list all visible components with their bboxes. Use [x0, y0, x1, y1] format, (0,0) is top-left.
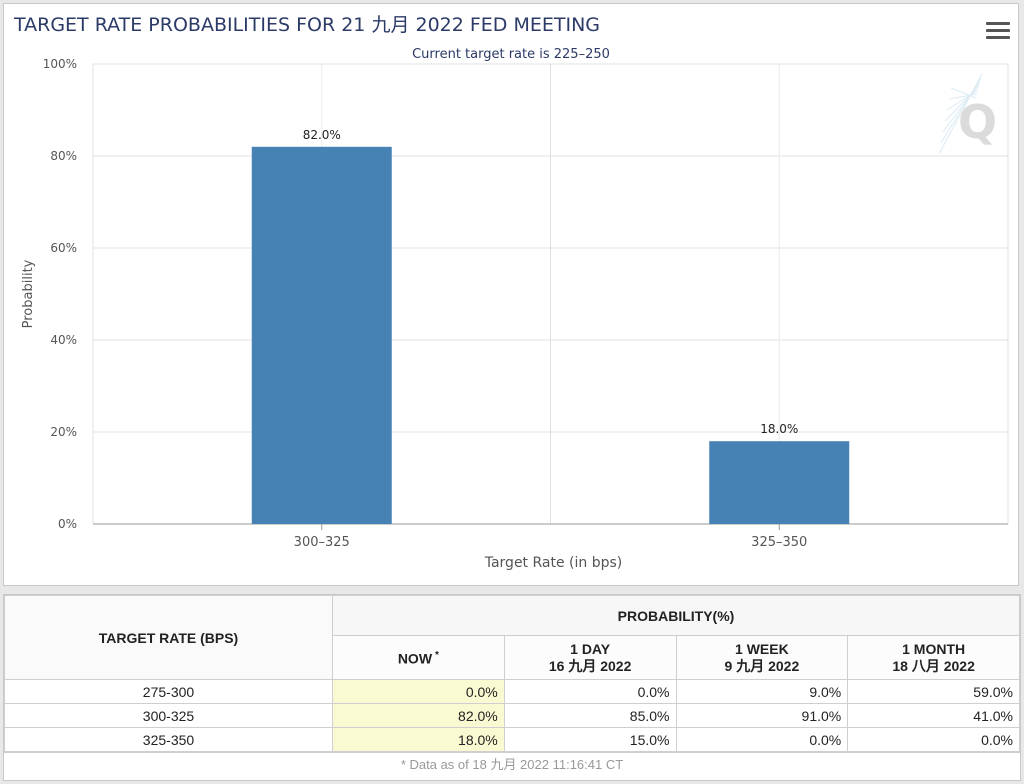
bar-chart: TARGET RATE PROBABILITIES FOR 21 九月 2022… [13, 14, 1009, 571]
chart-title: TARGET RATE PROBABILITIES FOR 21 九月 2022… [13, 14, 600, 36]
y-axis-title: Probability [21, 259, 36, 328]
probability-table-panel: TARGET RATE (BPS) PROBABILITY(%) NOW * 1 … [3, 594, 1021, 781]
week-cell: 9.0% [675, 679, 849, 704]
target-rate-header: TARGET RATE (BPS) [4, 595, 333, 680]
now-cell: 18.0% [332, 727, 505, 752]
bar-data-label: 18.0% [760, 422, 798, 436]
now-cell: 82.0% [332, 703, 505, 728]
now-header: NOW * [332, 635, 505, 680]
y-tick-label: 20% [50, 425, 77, 439]
month-cell: 41.0% [847, 703, 1020, 728]
x-tick-label: 300–325 [294, 535, 350, 550]
y-tick-label: 0% [58, 517, 77, 531]
table-row: 300-325 82.0% 85.0% 91.0% 41.0% [4, 703, 1020, 728]
y-tick-label: 40% [50, 333, 77, 347]
now-cell: 0.0% [332, 679, 505, 704]
q-logo-icon: Q [938, 73, 997, 155]
data-timestamp-footnote: * Data as of 18 九月 2022 11:16:41 CT [4, 752, 1020, 777]
rate-cell: 325-350 [4, 727, 333, 752]
week-cell: 91.0% [675, 703, 849, 728]
one-week-header: 1 WEEK 9 九月 2022 [675, 635, 849, 680]
day-cell: 0.0% [503, 679, 677, 704]
one-day-header: 1 DAY 16 九月 2022 [503, 635, 677, 680]
bar [709, 441, 850, 524]
table-row: 325-350 18.0% 15.0% 0.0% 0.0% [4, 727, 1020, 752]
y-tick-label: 100% [43, 57, 77, 71]
probability-table: TARGET RATE (BPS) PROBABILITY(%) NOW * 1 … [4, 595, 1020, 752]
hamburger-menu-icon[interactable] [986, 22, 1010, 42]
day-cell: 85.0% [503, 703, 677, 728]
svg-text:Q: Q [958, 95, 997, 149]
chart-panel: TARGET RATE PROBABILITIES FOR 21 九月 2022… [3, 3, 1019, 586]
probability-header: PROBABILITY(%) [332, 595, 1020, 636]
day-cell: 15.0% [503, 727, 677, 752]
rate-cell: 300-325 [4, 703, 333, 728]
month-cell: 0.0% [847, 727, 1020, 752]
bar-data-label: 82.0% [303, 128, 341, 142]
y-tick-label: 60% [50, 241, 77, 255]
x-axis-title: Target Rate (in bps) [484, 555, 623, 571]
month-cell: 59.0% [847, 679, 1020, 704]
one-month-header: 1 MONTH 18 八月 2022 [847, 635, 1020, 680]
chart-subtitle: Current target rate is 225–250 [412, 47, 610, 62]
y-tick-label: 80% [50, 149, 77, 163]
table-row: 275-300 0.0% 0.0% 9.0% 59.0% [4, 679, 1020, 704]
week-cell: 0.0% [675, 727, 849, 752]
rate-cell: 275-300 [4, 679, 333, 704]
x-tick-label: 325–350 [751, 535, 807, 550]
bar [251, 146, 392, 525]
